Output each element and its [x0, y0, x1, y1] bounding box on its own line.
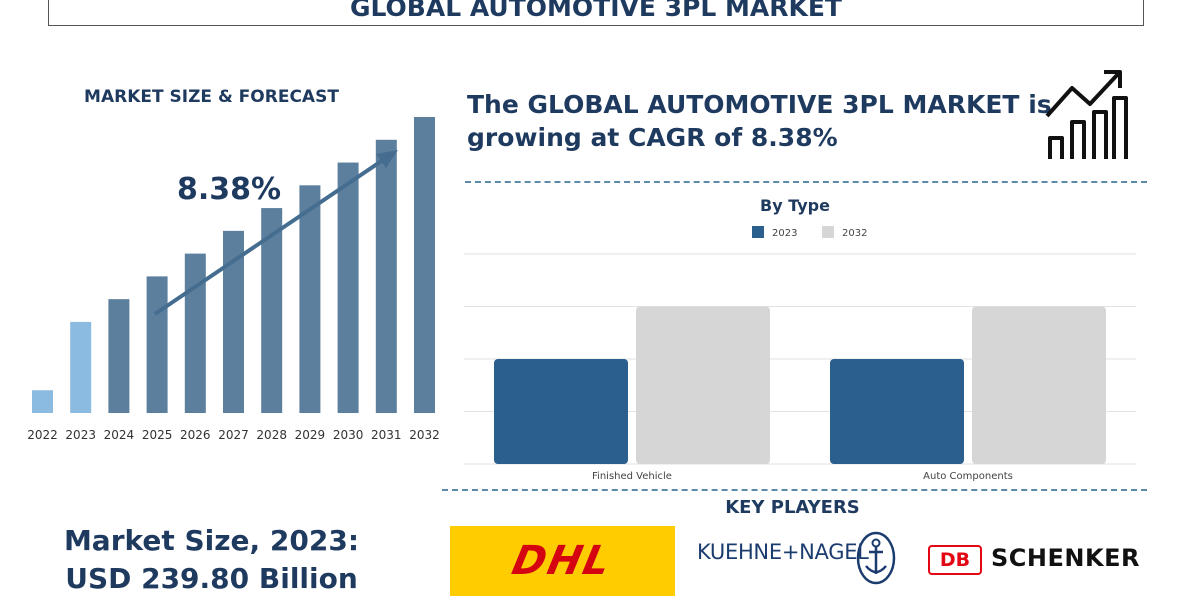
bar-2029	[299, 185, 321, 413]
bar-finished-vehicle-2023	[494, 359, 628, 464]
page-title: GLOBAL AUTOMOTIVE 3PL MARKET	[48, 0, 1144, 26]
x-tick-2025: 2025	[142, 428, 173, 442]
market-size-title: MARKET SIZE & FORECAST	[84, 87, 339, 107]
kuehne-nagel-logo: KUEHNE+NAGEL	[697, 540, 869, 564]
by-type-bar-chart: By Type 2023 2032 Finished Vehicle Auto Comp…	[464, 196, 1136, 482]
x-tick-2023: 2023	[65, 428, 96, 442]
cagr-headline: The GLOBAL AUTOMOTIVE 3PL MARKET is grow…	[467, 88, 1067, 154]
divider-top	[465, 181, 1147, 183]
x-tick-2030: 2030	[333, 428, 364, 442]
cagr-annotation: 8.38%	[177, 172, 282, 207]
x-tick-2026: 2026	[180, 428, 211, 442]
market-size-value: Market Size, 2023: USD 239.80 Billion	[20, 522, 403, 598]
bar-2022	[32, 390, 53, 413]
bar-2023	[70, 321, 92, 413]
key-players-title: KEY PLAYERS	[725, 497, 860, 518]
bar-2030	[337, 162, 359, 413]
schenker-logo: SCHENKER	[991, 544, 1140, 572]
x-tick-2029: 2029	[295, 428, 326, 442]
x-tick-2027: 2027	[218, 428, 249, 442]
db-logo: DB	[928, 545, 982, 575]
bar-2024	[108, 299, 130, 413]
anchor-icon	[856, 531, 896, 585]
bar-2026	[184, 253, 206, 413]
trend-arrow-line	[153, 156, 388, 316]
bar-2028	[261, 208, 283, 413]
x-tick-2022: 2022	[27, 428, 58, 442]
growth-chart-icon	[1045, 70, 1128, 159]
legend-swatch-2023	[752, 226, 764, 238]
x-tick-auto-components: Auto Components	[923, 471, 1013, 482]
headline-line-2: growing at CAGR of 8.38%	[467, 123, 838, 152]
dhl-logo: DHL	[450, 526, 675, 596]
legend-label-2023: 2023	[772, 228, 797, 239]
bar-2025	[146, 276, 168, 413]
chart-title: By Type	[760, 196, 830, 215]
bar-2031	[375, 139, 397, 413]
forecast-bar-chart: 2022 2023 2024 2025 2026 2027 2028 2029 2030 2031…	[27, 117, 440, 442]
bar-2027	[223, 230, 244, 413]
x-tick-finished-vehicle: Finished Vehicle	[592, 471, 672, 482]
legend-swatch-2032	[822, 226, 834, 238]
x-tick-2028: 2028	[256, 428, 287, 442]
x-tick-2032: 2032	[409, 428, 440, 442]
bar-auto-components-2032	[972, 306, 1106, 464]
dhl-logo-text: DHL	[508, 538, 617, 584]
x-tick-2031: 2031	[371, 428, 402, 442]
headline-line-1: The GLOBAL AUTOMOTIVE 3PL MARKET is	[467, 90, 1052, 119]
x-tick-2024: 2024	[104, 428, 135, 442]
bar-auto-components-2023	[830, 359, 964, 464]
bar-2032	[414, 117, 435, 413]
legend-label-2032: 2032	[842, 228, 867, 239]
market-size-line-2: USD 239.80 Billion	[65, 562, 358, 595]
divider-bottom	[442, 489, 1147, 491]
market-size-panel: 2022 2023 2024 2025 2026 2027 2028 2029 2030 2031…	[20, 70, 440, 600]
market-size-line-1: Market Size, 2023:	[63, 524, 360, 557]
bar-finished-vehicle-2032	[636, 306, 770, 464]
trend-arrow-head	[376, 150, 398, 168]
